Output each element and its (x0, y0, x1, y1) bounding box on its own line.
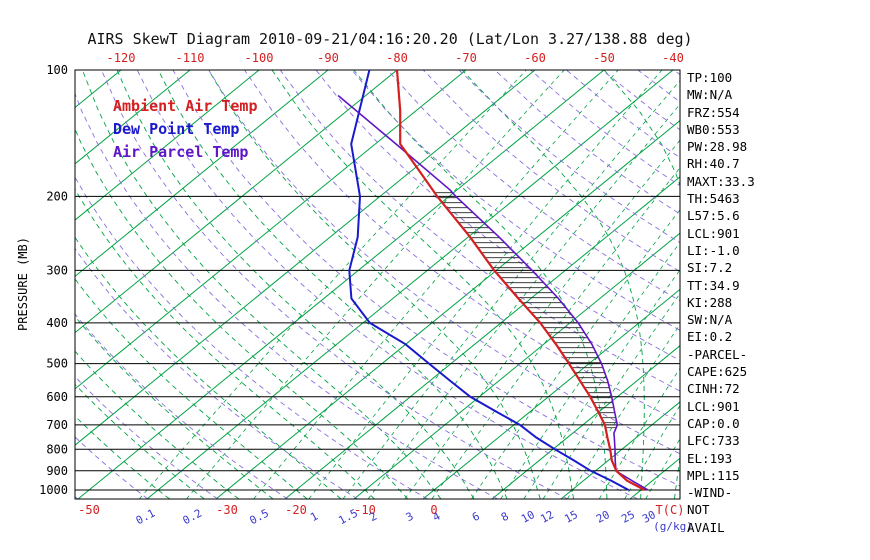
axis-tick-label: -30 (216, 503, 238, 517)
stat-line: EI:0.2 (687, 329, 733, 345)
axis-tick-label: -90 (317, 51, 339, 65)
dew-point-curve (348, 70, 630, 491)
axis-tick-label: 200 (46, 189, 68, 203)
stat-line: CINH:72 (687, 381, 740, 397)
axis-tick-label: 100 (46, 63, 68, 77)
stat-line: CAPE:625 (687, 364, 748, 380)
axis-tick-label: 20 (594, 508, 612, 526)
axis-tick-label: 6 (470, 510, 482, 525)
stat-line: NOT (687, 502, 710, 518)
axis-tick-label: 900 (46, 464, 68, 478)
axis-tick-label: -40 (662, 51, 684, 65)
stat-line: MPL:115 (687, 467, 740, 483)
stat-line: LCL:901 (687, 225, 740, 241)
chart-legend: Ambient Air Temp Dew Point Temp Air Parcel… (113, 95, 258, 164)
axis-tick-label: -50 (78, 503, 100, 517)
axis-tick-label: -70 (455, 51, 477, 65)
stat-line: AVAIL (687, 519, 725, 535)
isotherm-lines (75, 70, 680, 499)
mixing-ratio-lines (139, 70, 680, 499)
axis-tick-label: 500 (46, 357, 68, 371)
axis-tick-label: 400 (46, 316, 68, 330)
air-parcel-curve (337, 94, 649, 491)
stat-line: LCL:901 (687, 398, 740, 414)
stat-line: SW:N/A (687, 312, 733, 328)
axis-tick-label: 800 (46, 442, 68, 456)
axis-tick-label: 2 (367, 510, 379, 525)
axis-tick-label: 8 (499, 510, 511, 525)
axis-tick-label: 10 (519, 508, 537, 526)
axis-tick-label: -50 (593, 51, 615, 65)
skewt-background-grid (75, 70, 680, 499)
ambient-temp-curve (395, 70, 646, 491)
legend-item: Dew Point Temp (113, 120, 240, 138)
axis-tick-label: 0.5 (247, 507, 271, 528)
stat-line: -WIND- (687, 485, 733, 501)
stat-line: WB0:553 (687, 121, 740, 137)
legend-item: Air Parcel Temp (113, 143, 249, 161)
axis-tick-label: 12 (538, 508, 556, 526)
axis-tick-label: 0.1 (134, 507, 158, 528)
axis-tick-label: 30 (640, 508, 658, 526)
axis-tick-label: 4 (431, 509, 443, 524)
axis-tick-label: 15 (562, 508, 580, 526)
stat-line: PW:28.98 (687, 139, 748, 155)
axis-tick-label: 300 (46, 263, 68, 277)
axis-tick-label: 700 (46, 418, 68, 432)
stat-line: TP:100 (687, 70, 733, 85)
axis-tick-label: -110 (176, 51, 205, 65)
axis-tick-label: -10 (354, 503, 376, 517)
stat-line: TH:5463 (687, 191, 740, 207)
stat-line: TT:34.9 (687, 277, 740, 293)
axis-tick-label: -100 (245, 51, 274, 65)
axis-tick-label: 3 (404, 510, 416, 525)
axis-tick-label: -60 (524, 51, 546, 65)
moist-adiabat-lines (75, 70, 680, 499)
chart-title: AIRS SkewT Diagram 2010-09-21/04:16:20.2… (87, 30, 693, 48)
axis-tick-label: -20 (285, 503, 307, 517)
stat-line: LFC:733 (687, 433, 740, 449)
stat-line: MAXT:33.3 (687, 173, 755, 189)
plot-frame (74, 69, 681, 500)
stat-line: -PARCEL- (687, 346, 748, 362)
stat-line: LI:-1.0 (687, 242, 740, 258)
axis-tick-label: 0.2 (181, 507, 205, 528)
stat-line: MW:N/A (687, 87, 733, 103)
axis-tick-label: -80 (386, 51, 408, 65)
axis-tick-label: 25 (619, 508, 637, 526)
mixing-ratio-unit-label: (g/kg) (653, 520, 693, 533)
stat-line: L57:5.6 (687, 208, 740, 224)
stat-line: CAP:0.0 (687, 415, 740, 431)
axis-tick-label: 600 (46, 390, 68, 404)
stat-line: SI:7.2 (687, 260, 733, 276)
stat-line: KI:288 (687, 294, 733, 310)
cape-hatch-area (434, 192, 617, 429)
pressure-axis-label: PRESSURE (MB) (16, 237, 30, 331)
axis-tick-label: 1 (308, 510, 320, 525)
stat-line: RH:40.7 (687, 156, 740, 172)
stats-panel: TP:100 MW:N/A FRZ:554 WB0:553 PW:28.98 RH:40.… (687, 69, 755, 536)
sounding-curves (337, 70, 649, 491)
axis-tick-label: 0 (430, 503, 437, 517)
temperature-unit-label: T(C) (656, 503, 685, 517)
legend-item: Ambient Air Temp (113, 97, 258, 115)
axis-tick-label: 1000 (39, 483, 68, 497)
axis-tick-label: -120 (107, 51, 136, 65)
axis-labels: -120 -110 -100 -90 -80 -70 -60 -50 -401002003004… (16, 51, 693, 533)
stat-line: EL:193 (687, 450, 733, 466)
stat-line: FRZ:554 (687, 104, 740, 120)
